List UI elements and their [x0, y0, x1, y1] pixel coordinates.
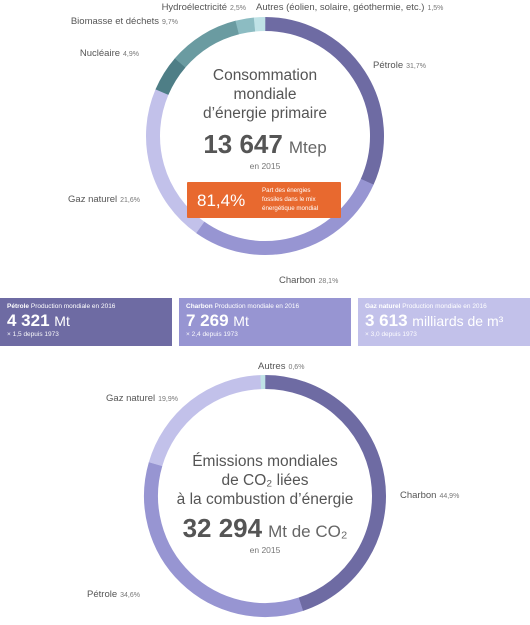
center-year: en 2015: [250, 161, 281, 171]
label-petrole: Pétrole 31,7%: [373, 60, 426, 71]
label-pct-nucleaire: 4,9%: [123, 51, 139, 58]
center-title-line-1: Consommation: [213, 67, 317, 84]
energy-consumption-center: Consommation mondiale d’énergie primaire…: [187, 67, 341, 218]
slice-petrole: [264, 17, 384, 185]
slice-charbon: [196, 178, 374, 255]
co2-emissions-center: Émissions mondiales de CO₂ liées à la co…: [177, 453, 354, 555]
energy-consumption-labels: Pétrole 31,7% Charbon 28,1% Gaz naturel 21,6%…: [68, 2, 443, 286]
label-nucleaire: Nucléaire 4,9%: [80, 48, 139, 59]
label-pct-gaz-naturel: 19,9%: [158, 396, 178, 403]
label-autres-eolien-solaire-geothermie-etc: Autres (éolien, solaire, géothermie, etc…: [256, 2, 443, 13]
center-title-line-3: d’énergie primaire: [203, 105, 327, 122]
coal-box-growth: × 2,4 depuis 1973: [186, 331, 238, 338]
slice-autres-eolien-solaire-geothermie-etc: [253, 16, 266, 32]
oil-box-header: Pétrole Production mondiale en 2016: [7, 303, 165, 311]
fossil-share-value: 81,4%: [197, 191, 245, 210]
gas-box-name: Gaz naturel: [365, 303, 401, 310]
oil-value-number: 4 321: [7, 311, 50, 330]
coal-production-box: Charbon Production mondiale en 2016 7 26…: [179, 298, 351, 346]
fossil-share-badge: [187, 182, 341, 218]
slice-biomasse-et-dechets: [174, 20, 240, 68]
co2-title-line-2: de CO₂ liées: [222, 472, 309, 489]
total-number: 13 647: [203, 129, 283, 159]
label-name-petrole: Pétrole: [87, 589, 117, 600]
co2-total-number: 32 294: [183, 513, 263, 543]
slice-charbon: [264, 375, 386, 611]
label-gaz-naturel: Gaz naturel 19,9%: [106, 393, 178, 404]
fossil-share-text-2: fossiles dans le mix: [262, 196, 317, 203]
co2-year: en 2015: [250, 545, 281, 555]
label-pct-autres: 0,6%: [288, 364, 304, 371]
label-charbon: Charbon 44,9%: [400, 490, 459, 501]
coal-box-value: 7 269 Mt: [186, 311, 344, 331]
total-unit: Mtep: [289, 138, 327, 157]
coal-value-unit: Mt: [233, 313, 249, 329]
oil-production-box: Pétrole Production mondiale en 2016 4 32…: [0, 298, 172, 346]
co2-title-line-3: à la combustion d’énergie: [177, 491, 354, 508]
oil-value-unit: Mt: [54, 313, 70, 329]
label-name-gaz-naturel: Gaz naturel: [68, 194, 117, 205]
oil-box-name: Pétrole: [7, 303, 30, 310]
label-name-hydroelectricite: Hydroélectricité: [162, 2, 227, 13]
coal-box-header-text: Production mondiale en 2016: [214, 303, 300, 310]
label-name-charbon: Charbon: [279, 275, 315, 286]
co2-total-value: 32 294 Mt de CO₂: [183, 513, 348, 543]
slice-hydroelectricite: [235, 17, 256, 35]
label-biomasse-et-dechets: Biomasse et déchets 9,7%: [71, 16, 178, 27]
label-pct-biomasse-et-dechets: 9,7%: [162, 19, 178, 26]
slice-nucleaire: [155, 58, 186, 96]
coal-value-number: 7 269: [186, 311, 229, 330]
gas-box-growth: × 3,0 depuis 1973: [365, 331, 417, 338]
label-gaz-naturel: Gaz naturel 21,6%: [68, 194, 140, 205]
center-title-line-2: mondiale: [234, 86, 297, 103]
co2-title-line-1: Émissions mondiales: [192, 453, 338, 470]
label-pct-charbon: 28,1%: [318, 278, 338, 285]
label-name-biomasse-et-dechets: Biomasse et déchets: [71, 16, 159, 27]
label-name-nucleaire: Nucléaire: [80, 48, 120, 59]
label-pct-petrole: 31,7%: [406, 63, 426, 70]
slice-gaz-naturel: [146, 89, 205, 234]
oil-box-value: 4 321 Mt: [7, 311, 165, 331]
gas-value-unit: milliards de m³: [412, 313, 504, 329]
gas-box-header: Gaz naturel Production mondiale en 2016: [365, 303, 523, 311]
label-charbon: Charbon 28,1%: [279, 275, 338, 286]
label-pct-hydroelectricite: 2,5%: [230, 5, 246, 12]
gas-box-header-text: Production mondiale en 2016: [402, 303, 487, 310]
oil-box-growth: × 1,5 depuis 1973: [7, 331, 59, 338]
label-pct-gaz-naturel: 21,6%: [120, 197, 140, 204]
label-name-gaz-naturel: Gaz naturel: [106, 393, 155, 404]
coal-box-header: Charbon Production mondiale en 2016: [186, 303, 344, 311]
slice-petrole: [144, 461, 304, 617]
label-pct-charbon: 44,9%: [439, 493, 459, 500]
slice-gaz-naturel: [148, 375, 262, 467]
co2-total-unit: Mt de CO₂: [268, 522, 347, 541]
oil-box-header-text: Production mondiale en 2016: [30, 303, 116, 310]
energy-consumption-donut: [146, 16, 384, 255]
label-petrole: Pétrole 34,6%: [87, 589, 140, 600]
co2-emissions-labels: Charbon 44,9% Pétrole 34,6% Gaz naturel 19,9%…: [87, 361, 459, 600]
label-pct-petrole: 34,6%: [120, 592, 140, 599]
label-hydroelectricite: Hydroélectricité 2,5%: [162, 2, 246, 13]
co2-emissions-donut: [144, 375, 386, 617]
label-name-petrole: Pétrole: [373, 60, 403, 71]
label-pct-autres-eolien-solaire-geothermie-etc: 1,5%: [427, 5, 443, 12]
center-total-value: 13 647 Mtep: [203, 129, 326, 159]
gas-production-box: Gaz naturel Production mondiale en 2016 …: [358, 298, 530, 346]
label-name-autres-eolien-solaire-geothermie-etc: Autres (éolien, solaire, géothermie, etc…: [256, 2, 424, 13]
fossil-share-text-1: Part des énergies: [262, 187, 311, 194]
gas-box-value: 3 613 milliards de m³: [365, 311, 523, 331]
label-autres: Autres 0,6%: [258, 361, 304, 372]
label-name-charbon: Charbon: [400, 490, 436, 501]
coal-box-name: Charbon: [186, 303, 213, 310]
label-name-autres: Autres: [258, 361, 286, 372]
gas-value-number: 3 613: [365, 311, 408, 330]
fossil-share-text-3: énergétique mondial: [262, 205, 318, 212]
